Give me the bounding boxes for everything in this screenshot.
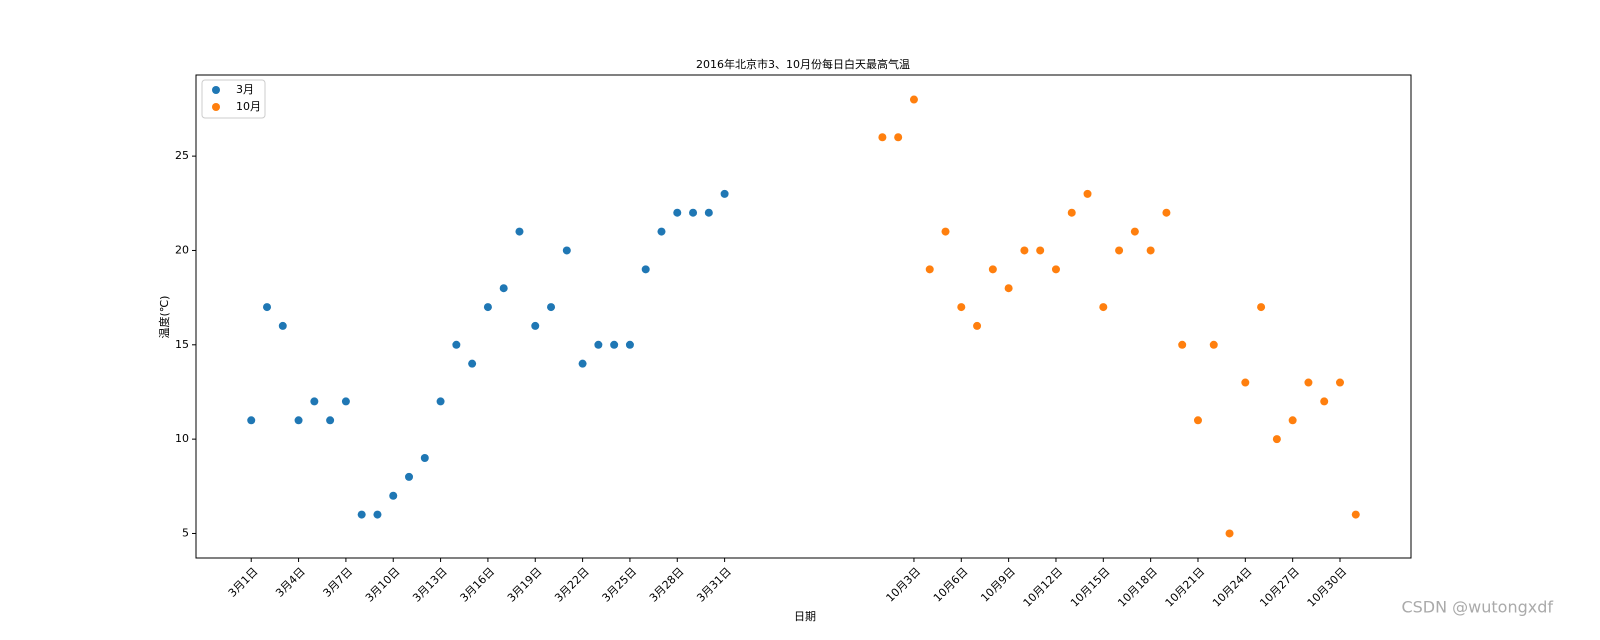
scatter-point	[1193, 416, 1202, 425]
chart-title: 2016年北京市3、10月份每日白天最高气温	[696, 57, 910, 71]
x-tick-label: 10月18日	[1115, 565, 1160, 610]
scatter-point	[973, 321, 982, 330]
x-tick-label: 10月30日	[1305, 565, 1350, 610]
scatter-point	[689, 208, 698, 217]
scatter-point	[515, 227, 524, 236]
legend-marker	[212, 86, 220, 94]
x-tick-label: 3月1日	[226, 565, 261, 600]
x-tick-label: 10月12日	[1021, 565, 1066, 610]
x-axis-label: 日期	[794, 610, 816, 623]
scatter-point	[1178, 340, 1187, 349]
scatter-point	[1304, 378, 1313, 387]
scatter-point	[1272, 435, 1281, 444]
watermark: CSDN @wutongxdf	[1401, 598, 1553, 617]
scatter-point	[673, 208, 682, 217]
scatter-point	[1099, 303, 1108, 312]
plot-frame	[195, 74, 1412, 559]
y-tick-label: 15	[175, 338, 189, 351]
scatter-point	[452, 340, 461, 349]
scatter-point	[1162, 208, 1171, 217]
scatter-point	[247, 416, 256, 425]
legend-label: 3月	[236, 83, 254, 96]
legend-label: 10月	[236, 100, 261, 113]
x-tick-label: 10月6日	[931, 565, 971, 605]
scatter-point	[326, 416, 335, 425]
legend-marker	[212, 103, 220, 111]
x-tick-label: 10月15日	[1068, 565, 1113, 610]
scatter-point	[499, 284, 508, 293]
scatter-point	[1209, 340, 1218, 349]
scatter-point	[531, 321, 540, 330]
scatter-point	[641, 265, 650, 274]
scatter-point	[1036, 246, 1045, 255]
scatter-point	[578, 359, 587, 368]
scatter-point	[420, 454, 429, 463]
scatter-point	[294, 416, 303, 425]
scatter-point	[1115, 246, 1124, 255]
scatter-point	[1130, 227, 1139, 236]
y-tick-label: 20	[175, 243, 189, 256]
scatter-point	[357, 510, 366, 519]
x-tick-label: 10月3日	[884, 565, 924, 605]
scatter-point	[1225, 529, 1234, 538]
scatter-point	[263, 303, 272, 312]
scatter-point	[1320, 397, 1329, 406]
scatter-point	[720, 189, 729, 198]
scatter-point	[957, 303, 966, 312]
scatter-point	[894, 133, 903, 142]
scatter-point	[878, 133, 887, 142]
y-tick-label: 5	[182, 526, 189, 539]
scatter-point	[1004, 284, 1013, 293]
scatter-point	[278, 321, 287, 330]
scatter-point	[562, 246, 571, 255]
x-tick-label: 10月27日	[1257, 565, 1302, 610]
x-tick-label: 3月13日	[410, 565, 450, 605]
scatter-point	[436, 397, 445, 406]
x-tick-label: 3月31日	[694, 565, 734, 605]
scatter-point	[310, 397, 319, 406]
scatter-point	[925, 265, 934, 274]
scatter-point	[657, 227, 666, 236]
scatter-point	[1067, 208, 1076, 217]
scatter-point	[468, 359, 477, 368]
x-tick-label: 3月28日	[647, 565, 687, 605]
scatter-point	[1241, 378, 1250, 387]
scatter-point	[594, 340, 603, 349]
scatter-point	[1335, 378, 1344, 387]
x-tick-label: 3月10日	[363, 565, 403, 605]
y-tick-label: 10	[175, 432, 189, 445]
scatter-point	[909, 95, 918, 104]
x-tick-label: 3月16日	[458, 565, 498, 605]
scatter-point	[341, 397, 350, 406]
scatter-point	[988, 265, 997, 274]
x-tick-label: 3月4日	[273, 565, 308, 600]
scatter-point	[610, 340, 619, 349]
x-tick-label: 3月7日	[320, 565, 355, 600]
scatter-point	[373, 510, 382, 519]
scatter-point	[941, 227, 950, 236]
scatter-point	[1020, 246, 1029, 255]
scatter-point	[547, 303, 556, 312]
scatter-point	[1351, 510, 1360, 519]
x-tick-label: 3月22日	[552, 565, 592, 605]
x-tick-label: 10月21日	[1163, 565, 1208, 610]
scatter-point	[483, 303, 492, 312]
x-tick-label: 3月25日	[600, 565, 640, 605]
x-tick-label: 3月19日	[505, 565, 545, 605]
x-tick-label: 10月9日	[978, 565, 1018, 605]
y-axis-label: 温度(℃)	[157, 296, 171, 339]
scatter-point	[389, 491, 398, 500]
scatter-point	[1146, 246, 1155, 255]
scatter-point	[1288, 416, 1297, 425]
scatter-point	[1051, 265, 1060, 274]
scatter-point	[405, 472, 414, 481]
y-tick-label: 25	[175, 149, 189, 162]
scatter-point	[1083, 189, 1092, 198]
scatter-point	[625, 340, 634, 349]
scatter-point	[1257, 303, 1266, 312]
x-tick-label: 10月24日	[1210, 565, 1255, 610]
scatter-point	[704, 208, 713, 217]
